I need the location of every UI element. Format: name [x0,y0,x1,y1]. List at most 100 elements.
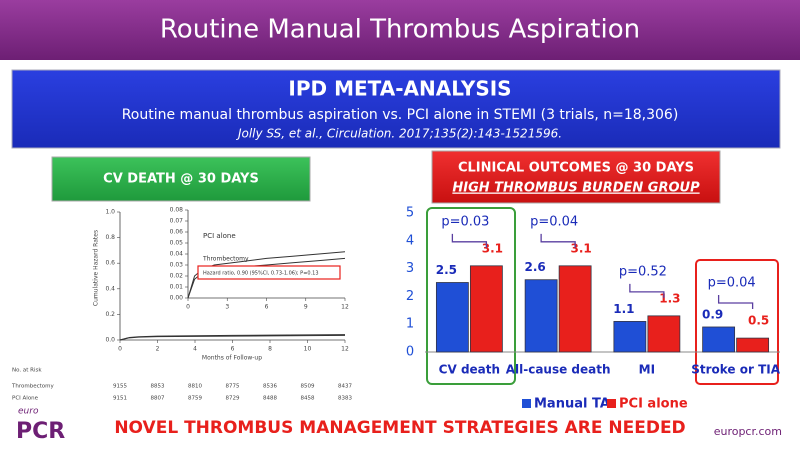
x-tick-label: 6 [265,304,269,311]
risk-value: 8775 [226,384,240,390]
line [119,334,346,341]
value-label: 0.5 [748,314,769,328]
header-bar [0,0,800,60]
p-value: p=0.04 [708,275,756,290]
risk-value: 8383 [338,396,352,402]
x-tick-label: 6 [231,346,235,353]
risk-value: 8853 [151,384,165,390]
y-tick-label: 0.06 [170,229,184,236]
bar [702,326,736,353]
bar-chart: 0 1 2 3 4 5 CV death 2.5 3.1 p=0.03 All-cause deat… [406,206,781,412]
x-label: Months of Follow-up [202,355,262,362]
value-label: 3.1 [482,241,503,255]
y-tick-label: 2 [406,289,414,304]
series-label: PCI alone [203,232,236,240]
banner [11,69,781,149]
value-label: 2.5 [436,263,457,277]
logo: PCR [16,419,65,444]
bar [435,282,469,353]
series-label: Thrombectomy [202,256,249,263]
x-tick-label: 0 [118,346,122,353]
banner-citation: Jolly SS, et al., Circulation. 2017;135(… [236,127,562,141]
x-tick-label: 3 [225,304,229,311]
x-tick-label: All-cause death [506,363,611,377]
bar [613,321,647,353]
p-value: p=0.04 [530,214,578,229]
bar [647,315,681,353]
x-tick-label: 12 [341,346,349,353]
value-label: 2.6 [524,260,545,274]
legend-swatch [522,399,531,408]
bar [558,265,592,353]
y-tick-label: 0.00 [170,295,184,302]
x-tick-label: MI [639,363,655,377]
risk-row-name: Thrombectomy [11,384,54,390]
bar [469,265,503,353]
inset-line [187,251,346,299]
y-tick-label: 0.01 [170,284,184,291]
bracket [540,233,576,248]
y-tick-label: 0.04 [170,251,184,258]
annotation: Hazard ratio, 0.90 (95%CI, 0.73-1.06); P… [203,271,319,277]
annotation-box [197,265,341,280]
risk-value: 9155 [113,384,127,390]
y-tick-label: 0.07 [170,218,184,225]
logo-small: euro [18,407,39,417]
y-label: Cumulative Hazard Rates [93,230,100,306]
header-title: Routine Manual Thrombus Aspiration [160,15,640,45]
y-tick-label: 0.08 [170,207,184,214]
risk-value: 8810 [188,384,202,390]
risk-value: 8458 [301,396,315,402]
bracket [451,233,488,248]
p-value: p=0.03 [441,214,489,229]
right-title-box [431,150,721,204]
km-chart: 0.0 0.2 0.4 0.6 0.8 1.0 0 2 4 6 8 10 12 0.00 0.01 0.02 0… [11,207,352,402]
y-tick-label: 1.0 [105,209,115,216]
risk-value: 8729 [226,396,240,402]
x-tick-label: 9 [304,304,308,311]
y-tick-label: 0.03 [170,262,184,269]
bracket [629,283,665,298]
y-tick-label: 3 [406,261,414,276]
highlight-green [426,207,516,385]
y-tick-label: 0.0 [105,337,115,344]
right-subtitle: HIGH THROMBUS BURDEN GROUP [452,181,700,196]
y-tick-label: 0.8 [105,234,115,241]
legend-swatch [607,399,616,408]
risk-title: No. at Risk [12,368,42,374]
risk-value: 8807 [151,396,165,402]
y-tick-label: 0.05 [170,240,184,247]
risk-value: 8536 [263,384,277,390]
risk-value: 8488 [263,396,277,402]
highlight-red [695,259,779,385]
x-tick-label: 10 [304,346,312,353]
footer-message: NOVEL THROMBUS MANAGEMENT STRATEGIES ARE… [114,418,685,438]
footer-url: europcr.com [714,425,782,438]
risk-row-name: PCI Alone [12,396,39,402]
banner-subtitle: Routine manual thrombus aspiration vs. P… [122,107,679,123]
value-label: 1.3 [659,291,680,305]
x-tick-label: 0 [186,304,190,311]
y-tick-label: 0.2 [105,311,115,318]
value-label: 0.9 [702,307,723,321]
value-label: 1.1 [613,302,634,316]
x-tick-label: 2 [156,346,160,353]
legend-label: Manual TA [534,397,610,412]
left-title-box [51,156,311,202]
bar [524,279,558,353]
right-title: CLINICAL OUTCOMES @ 30 DAYS [458,161,694,176]
bracket [717,294,754,309]
risk-value: 8437 [338,384,352,390]
x-tick-label: 8 [268,346,272,353]
y-tick-label: 5 [406,206,414,221]
y-tick-label: 1 [406,317,414,332]
legend-label: PCI alone [619,397,688,412]
risk-value: 8509 [301,384,315,390]
y-tick-label: 4 [406,233,414,248]
y-tick-label: 0.4 [105,285,115,292]
x-tick-label: 4 [193,346,197,353]
p-value: p=0.52 [619,264,667,279]
risk-value: 8759 [188,396,202,402]
bar [736,337,770,353]
